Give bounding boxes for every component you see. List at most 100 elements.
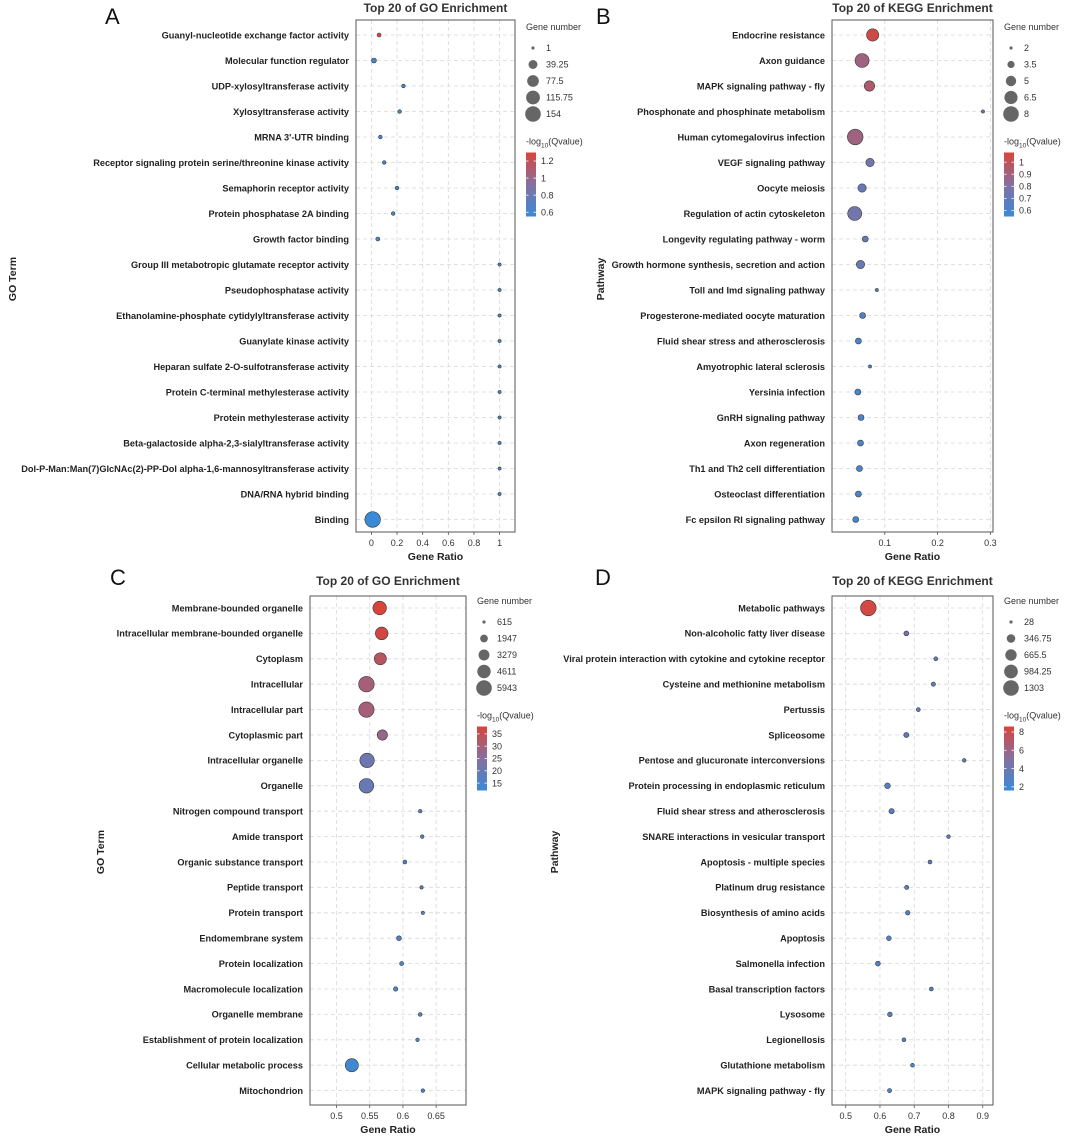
data-point: [905, 910, 911, 916]
size-legend-label: 3.5: [1024, 60, 1037, 70]
category-label: Organelle membrane: [212, 1010, 303, 1020]
data-point: [854, 53, 870, 68]
size-legend-dot: [476, 680, 492, 696]
data-point: [497, 415, 502, 420]
y-axis-label: Pathway: [549, 831, 561, 874]
color-legend-title: -log10(Qvalue): [526, 137, 583, 150]
colorbar-tick-label: 25: [492, 754, 502, 764]
x-tick-label: 0.8: [942, 1111, 955, 1121]
category-label: Intracellular membrane-bounded organelle: [117, 629, 303, 639]
data-point: [378, 134, 383, 140]
category-label: Pertussis: [784, 705, 825, 715]
x-tick-label: 0.2: [391, 538, 404, 548]
x-tick-label: 0.6: [874, 1111, 887, 1121]
x-tick-label: 0.9: [976, 1111, 989, 1121]
data-point: [868, 364, 872, 369]
data-point: [376, 729, 388, 741]
y-axis-label: Pathway: [595, 258, 607, 301]
colorbar-tick-label: 2: [1019, 782, 1024, 792]
data-point: [358, 701, 375, 718]
colorbar-tick-label: 0.6: [541, 207, 554, 217]
category-label: Platinum drug resistance: [715, 883, 825, 893]
data-point: [418, 809, 423, 814]
category-label: Protein localization: [219, 959, 304, 969]
category-label: Yersinia infection: [749, 387, 825, 397]
data-point: [859, 312, 866, 319]
x-tick-label: 0.2: [931, 538, 944, 548]
data-point: [497, 339, 502, 343]
data-point: [857, 414, 865, 421]
category-label: Fluid shear stress and atherosclerosis: [657, 807, 825, 817]
data-point: [497, 262, 502, 267]
x-axis-label: Gene Ratio: [408, 551, 463, 563]
colorbar: [1004, 152, 1014, 217]
data-point: [929, 986, 934, 992]
category-label: SNARE interactions in vesicular transpor…: [642, 832, 825, 842]
data-point: [847, 128, 864, 146]
colorbar-tick-label: 1: [1019, 157, 1024, 167]
category-label: Nitrogen compound transport: [173, 807, 303, 817]
category-label: Lysosome: [780, 1010, 825, 1020]
colorbar-tick-label: 1.2: [541, 156, 554, 166]
category-label: Amyotrophic lateral sclerosis: [696, 362, 825, 372]
category-label: Peptide transport: [227, 883, 303, 893]
colorbar-tick-label: 20: [492, 766, 502, 776]
category-label: Ethanolamine-phosphate cytidylyltransfer…: [116, 311, 350, 321]
data-point: [382, 160, 387, 165]
category-label: Salmonella infection: [736, 959, 826, 969]
data-point: [372, 600, 387, 616]
x-tick-label: 0.5: [330, 1111, 343, 1121]
category-label: Amide transport: [232, 832, 303, 842]
panel-letter: B: [596, 4, 611, 29]
size-legend-label: 6.5: [1024, 93, 1037, 103]
category-label: Group III metabotropic glutamate recepto…: [131, 260, 350, 270]
panel-B: B Top 20 of KEGG Enrichment Endocrine resi…: [595, 1, 1061, 563]
colorbar-tick-label: 0.9: [1019, 169, 1032, 179]
size-legend-label: 154: [546, 109, 561, 119]
size-legend-label: 1947: [497, 634, 517, 644]
data-point: [497, 492, 502, 496]
category-label: Macromolecule localization: [184, 984, 304, 994]
category-label: Biosynthesis of amino acids: [701, 908, 825, 918]
legend-title-prefix: -log: [1004, 137, 1019, 147]
category-label: Intracellular organelle: [208, 756, 303, 766]
data-point: [856, 465, 863, 472]
plot-frame: [831, 595, 994, 1106]
data-point: [874, 288, 879, 292]
legend-title-sub: 10: [1019, 143, 1027, 150]
data-point: [417, 1012, 423, 1017]
category-label: Progesterone-mediated oocyte maturation: [640, 311, 825, 321]
x-tick-label: 1: [497, 538, 502, 548]
x-tick-label: 0.1: [879, 538, 892, 548]
data-point: [375, 236, 381, 242]
colorbar-tick-label: 8: [1019, 727, 1024, 737]
category-label: Spliceosome: [768, 730, 825, 740]
size-legend-dot: [1005, 649, 1017, 661]
category-label: Binding: [315, 515, 349, 525]
x-tick-label: 0.4: [416, 538, 429, 548]
category-label: Oocyte meiosis: [757, 183, 825, 193]
data-point: [931, 681, 936, 687]
category-label: Toll and Imd signaling pathway: [689, 285, 825, 295]
panel-letter: D: [595, 565, 611, 590]
data-point: [855, 490, 862, 498]
data-point: [857, 183, 867, 193]
data-point: [927, 859, 933, 865]
x-tick-label: 0: [369, 538, 374, 548]
chart-title: Top 20 of GO Enrichment: [316, 574, 460, 588]
category-label: Guanylate kinase activity: [239, 336, 350, 346]
colorbar-tick-label: 0.8: [541, 190, 554, 200]
legend-title-suffix: (Qvalue): [499, 711, 534, 721]
colorbar-tick-label: 4: [1019, 764, 1024, 774]
category-label: VEGF signaling pathway: [718, 158, 826, 168]
data-point: [396, 935, 402, 941]
size-legend-label: 1: [546, 43, 551, 53]
data-point: [371, 57, 377, 64]
category-label: Receptor signaling protein serine/threon…: [93, 158, 350, 168]
data-point: [857, 439, 864, 447]
size-legend-label: 1303: [1024, 683, 1044, 693]
size-legend-dot: [1007, 60, 1015, 69]
data-point: [415, 1037, 420, 1042]
size-legend-label: 615: [497, 617, 512, 627]
color-legend-title: -log10(Qvalue): [1004, 137, 1061, 150]
